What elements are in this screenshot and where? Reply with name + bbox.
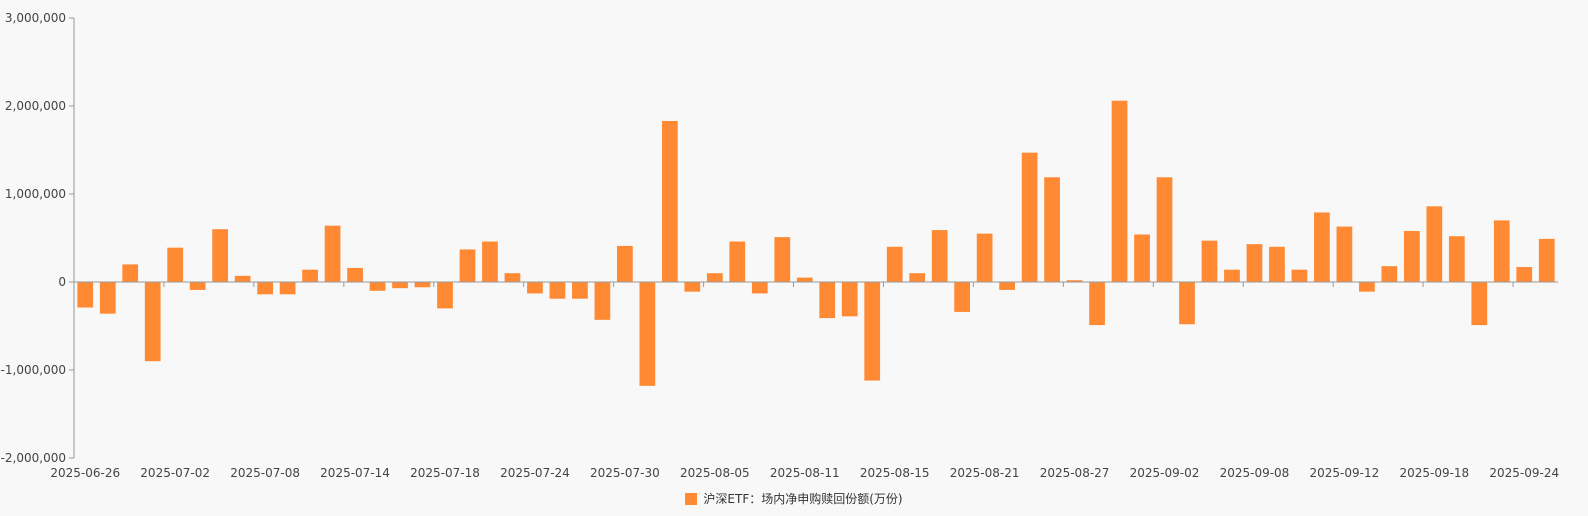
bar <box>1066 280 1083 282</box>
bar <box>279 282 296 295</box>
bar <box>1314 212 1330 282</box>
bar <box>1269 246 1285 282</box>
bar <box>369 282 386 291</box>
y-tick-label: 3,000,000 <box>5 11 66 25</box>
bar <box>1134 234 1150 282</box>
y-tick-label: -2,000,000 <box>1 451 66 465</box>
bar <box>1336 226 1353 282</box>
bar <box>774 237 791 282</box>
bar <box>1426 206 1443 282</box>
bar <box>617 245 633 282</box>
bar <box>954 282 971 312</box>
bar <box>347 267 363 282</box>
bar <box>1111 100 1128 282</box>
bar <box>594 282 611 320</box>
bar <box>1044 177 1060 282</box>
bar <box>819 282 836 319</box>
x-tick-label: 2025-09-12 <box>1310 466 1380 480</box>
x-tick-label: 2025-07-08 <box>230 466 300 480</box>
bar <box>931 230 948 282</box>
y-tick-label: 0 <box>58 275 66 289</box>
bar <box>527 282 543 294</box>
bar <box>886 246 903 282</box>
x-tick-label: 2025-09-18 <box>1399 466 1469 480</box>
x-tick-label: 2025-08-05 <box>680 466 750 480</box>
axes-group: 3,000,000 2,000,000 1,000,000 0 -1,000,000 -2… <box>1 11 1560 480</box>
x-tick-label: 2025-09-02 <box>1130 466 1200 480</box>
bar <box>437 282 453 309</box>
x-tick-label: 2025-07-14 <box>320 466 390 480</box>
bar <box>1359 282 1375 292</box>
bar <box>976 233 993 282</box>
bar <box>706 273 723 282</box>
bar <box>1516 267 1533 282</box>
y-tick-label: 1,000,000 <box>5 187 66 201</box>
x-tick-label: 2025-07-30 <box>590 466 660 480</box>
bar <box>189 282 206 290</box>
bar <box>144 282 161 362</box>
bar <box>1381 266 1398 282</box>
bar <box>661 120 678 283</box>
bar <box>639 282 656 386</box>
bar <box>1471 282 1488 326</box>
bar <box>729 241 746 282</box>
bar <box>684 282 701 292</box>
bar <box>549 282 566 299</box>
x-tick-label: 2025-09-24 <box>1489 466 1559 480</box>
legend[interactable]: 沪深ETF：场内净申购赎回份额(万份) <box>0 490 1588 507</box>
bar <box>414 282 431 288</box>
bar <box>909 273 926 282</box>
x-tick-label: 2025-07-02 <box>140 466 210 480</box>
x-tick-label: 2025-08-15 <box>860 466 930 480</box>
x-tick-label: 2025-09-08 <box>1220 466 1290 480</box>
x-tick-label: 2025-08-27 <box>1040 466 1110 480</box>
bar <box>572 282 588 299</box>
bar <box>234 275 251 282</box>
bar <box>1179 282 1195 325</box>
bars-group <box>77 100 1555 386</box>
bar <box>1201 240 1218 282</box>
bar <box>1089 282 1105 326</box>
bar <box>77 282 94 308</box>
bar <box>482 241 498 282</box>
bar <box>1538 238 1555 282</box>
legend-swatch <box>685 492 698 505</box>
legend-label: 沪深ETF：场内净申购赎回份额(万份) <box>703 492 903 506</box>
bar <box>504 273 521 282</box>
bar <box>1493 220 1510 282</box>
bar <box>392 282 408 289</box>
bar <box>1291 269 1308 282</box>
bar <box>796 277 813 282</box>
bar <box>459 249 476 282</box>
y-tick-label: -1,000,000 <box>1 363 66 377</box>
bar <box>99 282 116 314</box>
x-tick-label: 2025-08-11 <box>770 466 840 480</box>
bar <box>1403 230 1420 282</box>
x-tick-label: 2025-08-21 <box>950 466 1020 480</box>
bar <box>1021 152 1038 282</box>
bar <box>1156 177 1173 282</box>
x-tick-label: 2025-07-24 <box>500 466 570 480</box>
x-tick-label: 2025-06-26 <box>50 466 120 480</box>
bar <box>167 247 184 282</box>
bar <box>302 269 318 282</box>
bar <box>841 282 858 317</box>
y-tick-label: 2,000,000 <box>5 99 66 113</box>
bar <box>212 229 229 282</box>
bar <box>1224 269 1240 282</box>
bar <box>864 282 881 381</box>
bar <box>122 264 139 282</box>
bar <box>1246 244 1263 282</box>
bar <box>1448 236 1465 282</box>
bar <box>751 282 768 294</box>
x-tick-label: 2025-07-18 <box>410 466 480 480</box>
bar <box>257 282 273 295</box>
bar <box>324 225 341 282</box>
bar <box>999 282 1015 290</box>
